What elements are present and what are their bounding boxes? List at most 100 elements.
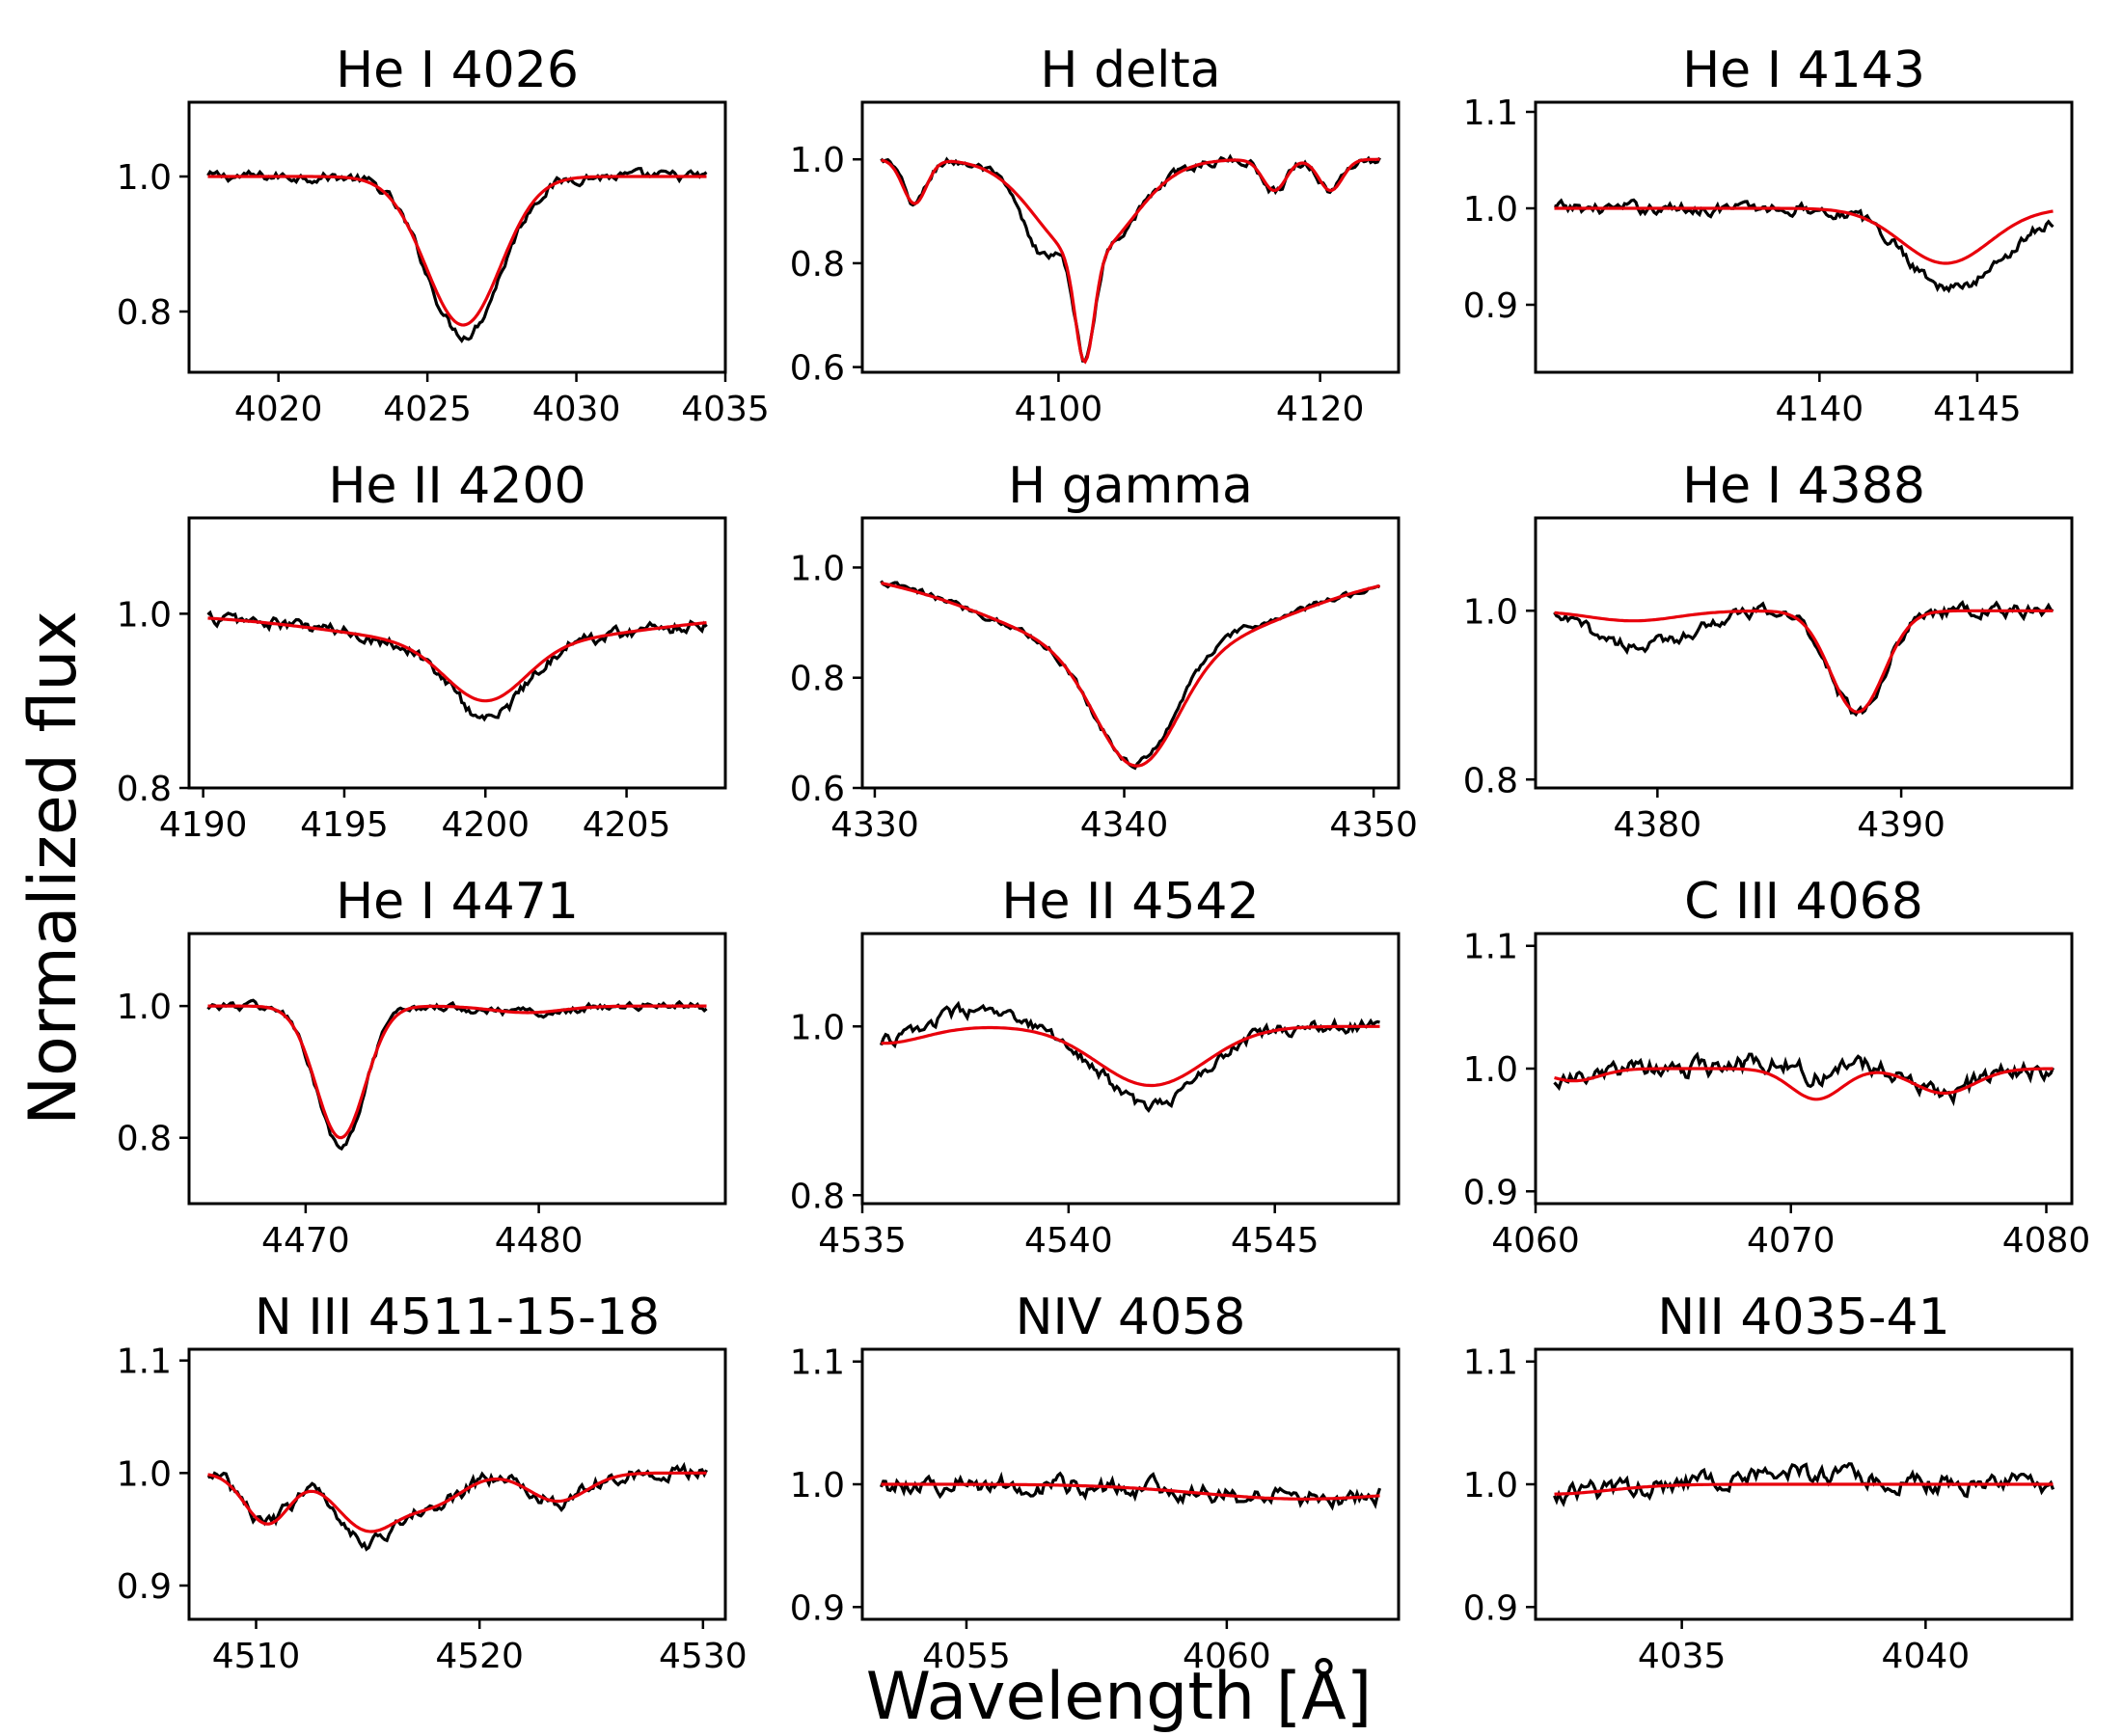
panel-6: He I 4388 4380 4390 0.8 1.0 bbox=[1463, 457, 2074, 845]
x-tick-label: 4530 bbox=[659, 1637, 748, 1676]
model-spectrum-line bbox=[207, 175, 707, 327]
observed-spectrum-line bbox=[1553, 599, 2054, 718]
panel-title: He I 4471 bbox=[336, 873, 579, 931]
y-tick-label: 1.0 bbox=[1463, 592, 1518, 632]
panel-3: He I 4143 4140 4145 0.9 1.0 1.1 bbox=[1463, 41, 2074, 429]
x-tick-label: 4030 bbox=[532, 390, 621, 429]
x-tick-label: 4070 bbox=[1747, 1221, 1836, 1261]
x-tick-label: 4545 bbox=[1231, 1221, 1319, 1261]
panel-4: He II 4200 4190 4195 4200 4205 0.8 1.0 bbox=[117, 457, 727, 845]
model-spectrum-line bbox=[1554, 1067, 2054, 1101]
x-tick-label: 4055 bbox=[922, 1637, 1011, 1676]
x-tick-label: 4200 bbox=[441, 805, 530, 845]
x-tick-label: 4205 bbox=[583, 805, 671, 845]
x-tick-label: 4140 bbox=[1776, 390, 1864, 429]
y-tick-label: 0.9 bbox=[790, 1588, 845, 1628]
y-tick-label: 0.9 bbox=[1463, 1588, 1518, 1628]
y-tick-label: 1.1 bbox=[117, 1343, 172, 1382]
x-tick-label: 4120 bbox=[1276, 390, 1365, 429]
y-tick-label: 1.0 bbox=[790, 1008, 845, 1047]
x-tick-label: 4380 bbox=[1614, 805, 1702, 845]
x-tick-label: 4020 bbox=[234, 390, 323, 429]
panel-title: N III 4511-15-18 bbox=[255, 1288, 660, 1346]
model-spectrum-line bbox=[881, 1482, 1380, 1501]
plot-frame bbox=[187, 1347, 727, 1621]
x-tick-label: 4195 bbox=[300, 805, 389, 845]
plot-frame bbox=[860, 932, 1401, 1206]
panel-title: He II 4542 bbox=[1001, 873, 1259, 931]
observed-spectrum-line bbox=[880, 1471, 1382, 1511]
x-tick-label: 4025 bbox=[383, 390, 472, 429]
plot-frame bbox=[187, 932, 727, 1206]
model-spectrum-line bbox=[207, 1471, 707, 1533]
plot-frame bbox=[860, 100, 1401, 374]
model-spectrum-line bbox=[207, 616, 707, 703]
x-tick-label: 4100 bbox=[1015, 390, 1103, 429]
observed-spectrum-line bbox=[1554, 198, 2054, 294]
x-tick-label: 4035 bbox=[681, 390, 770, 429]
x-tick-label: 4510 bbox=[212, 1637, 301, 1676]
y-tick-label: 1.1 bbox=[1463, 928, 1518, 967]
x-tick-label: 4350 bbox=[1329, 805, 1418, 845]
x-tick-label: 4390 bbox=[1857, 805, 1945, 845]
y-tick-label: 0.8 bbox=[790, 1177, 845, 1216]
y-tick-label: 0.6 bbox=[790, 349, 845, 389]
y-tick-label: 1.0 bbox=[1463, 190, 1518, 230]
x-tick-label: 4470 bbox=[261, 1221, 350, 1261]
y-tick-label: 0.9 bbox=[1463, 1173, 1518, 1212]
y-tick-label: 0.9 bbox=[117, 1567, 172, 1607]
x-tick-label: 4330 bbox=[830, 805, 919, 845]
model-spectrum-line bbox=[1554, 1482, 2054, 1496]
y-tick-label: 1.0 bbox=[790, 141, 845, 180]
y-tick-label: 1.1 bbox=[1463, 1343, 1518, 1383]
y-tick-label: 0.8 bbox=[117, 1120, 172, 1159]
x-tick-label: 4040 bbox=[1882, 1637, 1971, 1676]
panel-title: He II 4200 bbox=[328, 457, 585, 515]
plot-frame bbox=[1534, 100, 2074, 374]
model-spectrum-line bbox=[1554, 609, 2054, 714]
panel-title: NII 4035-41 bbox=[1657, 1288, 1949, 1346]
model-spectrum-line bbox=[207, 1004, 707, 1140]
y-tick-label: 1.0 bbox=[790, 549, 845, 588]
model-spectrum-line bbox=[881, 581, 1380, 768]
panel-11: NIV 4058 4055 4060 0.9 1.0 1.1 bbox=[790, 1288, 1401, 1676]
panel-9: C III 4068 4060 4070 4080 0.9 1.0 1.1 bbox=[1463, 873, 2091, 1261]
y-tick-label: 1.1 bbox=[1463, 94, 1518, 133]
x-tick-label: 4340 bbox=[1080, 805, 1169, 845]
x-tick-label: 4520 bbox=[435, 1637, 524, 1676]
x-tick-label: 4060 bbox=[1183, 1637, 1271, 1676]
x-tick-label: 4145 bbox=[1933, 390, 2022, 429]
panel-8: He II 4542 4535 4540 4545 0.8 1.0 bbox=[790, 873, 1401, 1261]
x-tick-label: 4035 bbox=[1638, 1637, 1727, 1676]
observed-spectrum-line bbox=[879, 1000, 1380, 1114]
y-tick-label: 1.0 bbox=[117, 1454, 172, 1494]
observed-spectrum-line bbox=[880, 153, 1381, 364]
observed-spectrum-line bbox=[206, 167, 708, 343]
y-tick-label: 1.1 bbox=[790, 1343, 845, 1383]
x-tick-label: 4535 bbox=[818, 1221, 907, 1261]
model-spectrum-line bbox=[881, 1024, 1380, 1088]
observed-spectrum-line bbox=[206, 998, 708, 1152]
panel-5: H gamma 4330 4340 4350 0.6 0.8 1.0 bbox=[790, 457, 1418, 845]
y-tick-label: 0.8 bbox=[117, 293, 172, 333]
panels-grid: He I 4026 4020 4025 4030 4035 0.8 1.0 H delta 41… bbox=[117, 41, 2091, 1676]
plot-frame bbox=[187, 516, 727, 790]
x-tick-label: 4080 bbox=[2002, 1221, 2091, 1261]
y-axis-label: Normalized flux bbox=[15, 610, 92, 1125]
y-tick-label: 0.8 bbox=[790, 245, 845, 285]
x-tick-label: 4190 bbox=[159, 805, 248, 845]
panel-title: He I 4026 bbox=[336, 41, 579, 99]
y-tick-label: 1.0 bbox=[1463, 1050, 1518, 1090]
y-tick-label: 1.0 bbox=[117, 988, 172, 1027]
x-axis-label: Wavelength [Å] bbox=[866, 1657, 1373, 1735]
y-tick-label: 0.8 bbox=[790, 660, 845, 699]
y-tick-label: 1.0 bbox=[117, 595, 172, 635]
panel-1: He I 4026 4020 4025 4030 4035 0.8 1.0 bbox=[117, 41, 770, 429]
x-tick-label: 4060 bbox=[1491, 1221, 1580, 1261]
y-tick-label: 0.8 bbox=[117, 770, 172, 809]
panel-title: H delta bbox=[1040, 41, 1220, 99]
plot-frame bbox=[1534, 516, 2074, 790]
panel-title: H gamma bbox=[1008, 457, 1253, 515]
panel-title: He I 4143 bbox=[1682, 41, 1925, 99]
